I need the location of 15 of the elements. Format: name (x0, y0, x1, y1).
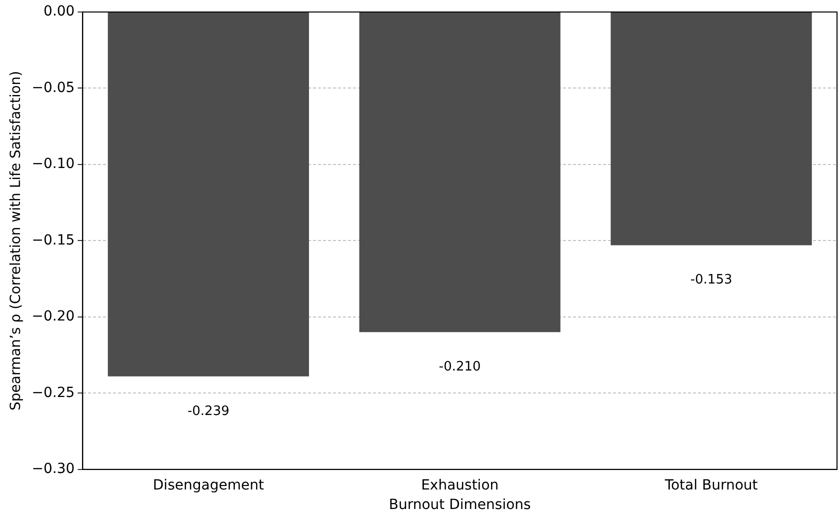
x-tick-label: Disengagement (152, 477, 264, 494)
y-tick-label: −0.20 (32, 308, 75, 325)
y-tick-label: −0.30 (32, 461, 75, 478)
data-label: -0.239 (187, 404, 230, 419)
x-tick-label: Exhaustion (421, 477, 499, 494)
data-label: -0.210 (438, 360, 481, 375)
y-tick-label: −0.05 (32, 80, 75, 96)
y-tick-label: 0.00 (44, 4, 75, 20)
y-tick-label: −0.25 (32, 384, 75, 401)
y-axis-title: Spearman’s ρ (Correlation with Life Satisfaction) (8, 70, 24, 411)
x-axis-title: Burnout Dimensions (388, 497, 531, 514)
data-label: -0.153 (690, 272, 732, 288)
y-tick-label: −0.15 (32, 232, 75, 248)
y-tick-label: −0.10 (32, 156, 75, 172)
x-tick-label: Total Burnout (664, 477, 758, 494)
